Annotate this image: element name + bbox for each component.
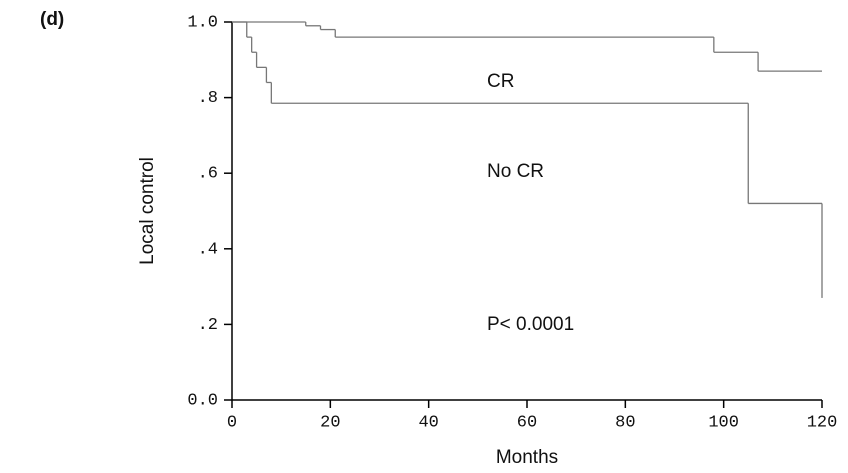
series-label: No CR: [487, 161, 544, 182]
y-tick-label: .6: [198, 165, 218, 184]
x-tick-label: 80: [615, 413, 635, 432]
x-tick-label: 20: [320, 413, 340, 432]
y-tick-label: 1.0: [187, 13, 218, 32]
x-tick-label: 0: [227, 413, 237, 432]
x-tick-label: 100: [708, 413, 739, 432]
x-tick-label: 120: [807, 413, 838, 432]
x-tick-label: 60: [517, 413, 537, 432]
y-tick-label: .2: [198, 316, 218, 335]
y-tick-label: 0.0: [187, 391, 218, 410]
y-axis-label: Local control: [137, 157, 158, 265]
panel-label: (d): [40, 9, 64, 30]
series-label: CR: [487, 71, 514, 92]
y-tick-label: .4: [198, 240, 218, 259]
x-axis-label: Months: [496, 447, 558, 468]
y-tick-label: .8: [198, 89, 218, 108]
x-tick-label: 40: [418, 413, 438, 432]
annotation: P< 0.0001: [487, 314, 574, 335]
